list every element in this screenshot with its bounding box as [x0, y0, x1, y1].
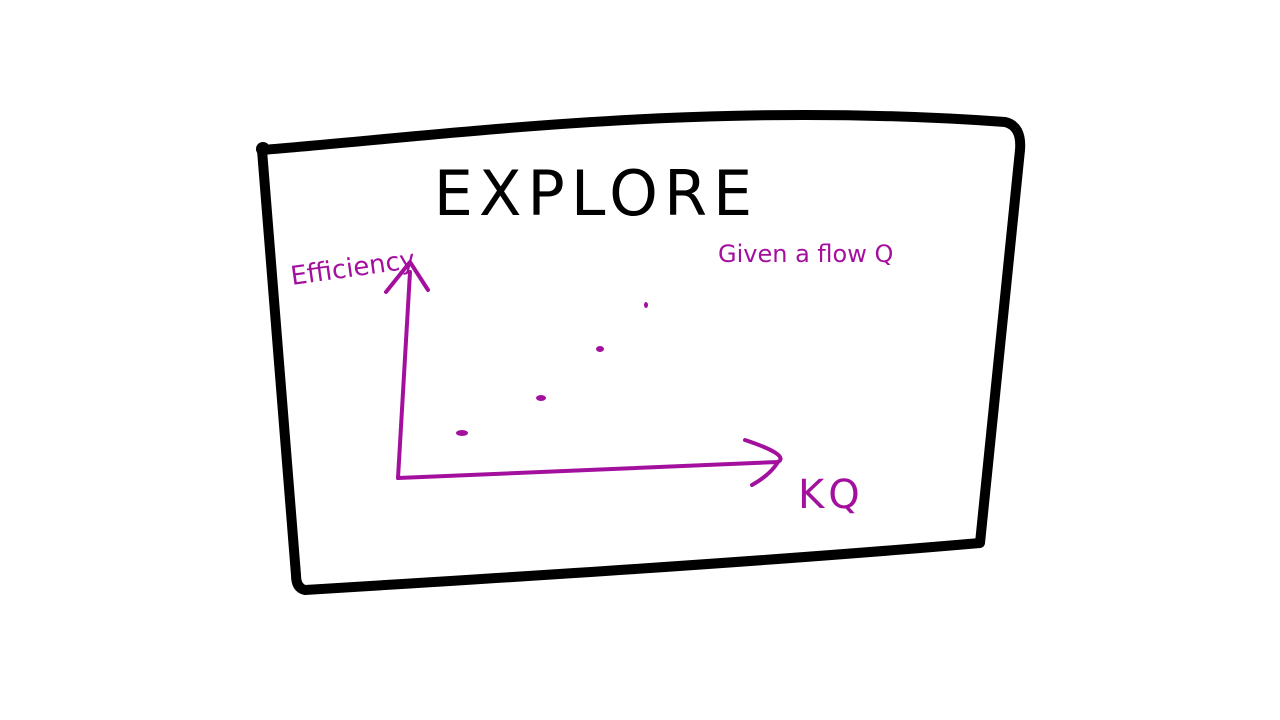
point — [456, 430, 468, 436]
point — [644, 302, 648, 308]
title: EXPLORE — [434, 157, 758, 230]
frame-corner — [256, 142, 270, 156]
point — [596, 346, 604, 352]
y-axis-label: Efficiency — [289, 245, 417, 292]
y-axis — [384, 260, 430, 480]
point — [536, 395, 546, 401]
frame — [257, 109, 1026, 595]
x-axis — [396, 438, 783, 487]
x-axis-label: KQ — [798, 472, 864, 518]
note: Given a flow Q — [718, 240, 893, 268]
